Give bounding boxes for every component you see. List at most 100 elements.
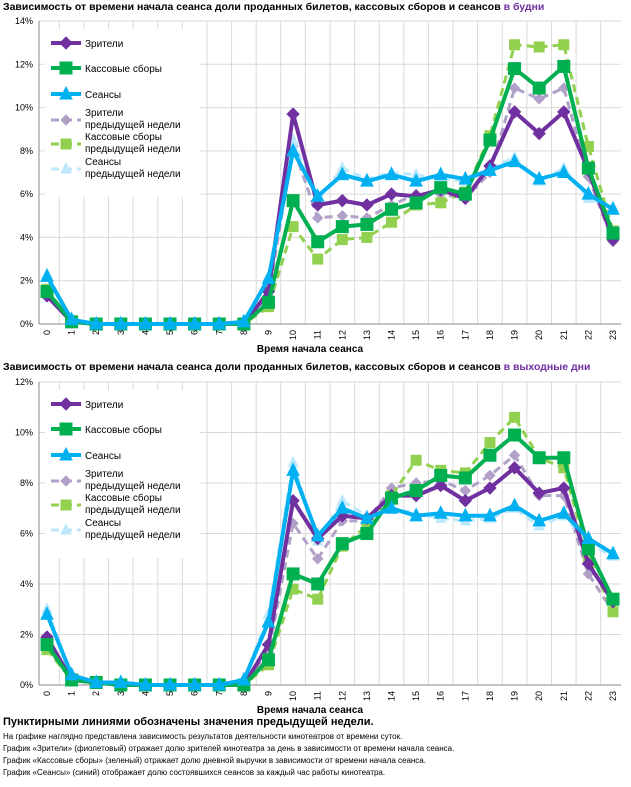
chart0-ytick-label: 0% [20,319,33,329]
chart1-point-sessions [310,527,325,542]
weekday-title-highlight: в будни [503,1,545,13]
chart0-point-revenue [40,285,54,299]
chart0-point-sessions [483,162,497,176]
chart0-point-revenue [557,59,571,73]
chart0-xtick-label: 13 [362,330,372,340]
chart1-point-revenue [360,527,374,540]
chart0-series-sessions [40,142,620,330]
chart0-point-revenue [335,220,349,234]
chart0-xtick-label: 7 [214,330,224,335]
chart1-point-sessions [606,545,620,560]
chart0-xtick-label: 21 [559,330,569,340]
chart1-point-revenue [581,542,595,556]
chart1-xtick-label: 22 [583,691,593,701]
chart0-point-revenue [311,235,325,249]
chart0-point-viewers-prev [508,82,521,94]
chart0-legend-label-viewers: Зрители [85,39,123,50]
chart1-point-revenue [335,537,349,551]
chart1-point-viewers-prev [311,553,324,565]
chart1-point-viewers [458,493,473,508]
chart0-ytick-label: 4% [20,232,33,242]
note-line-3: График «Кассовые сборы» (зеленый) отража… [3,756,426,765]
chart1-point-viewers [483,481,497,495]
chart1-xtick-label: 12 [337,691,347,701]
chart1-point-viewers-prev [484,469,496,482]
chart0-xtick-label: 10 [288,330,298,340]
chart1-point-revenue [532,451,546,465]
chart0-xtick-label: 0 [42,330,52,335]
chart0-point-viewers [507,105,522,119]
chart0-ytick-label: 12% [15,59,33,69]
chart1-point-sessions [237,671,251,686]
chart1-point-revenue [311,577,325,591]
chart1-xtick-label: 1 [67,691,77,696]
chart1-xtick-label: 20 [534,691,544,701]
chart0-legend-marker-revenue-prev [60,138,72,150]
chart0-legend-label-sessions-prev: Сеансы предыдущей недели [85,157,181,180]
chart1-xtick-label: 21 [559,691,569,701]
chart1-point-revenue [458,471,472,485]
chart0-point-revenue-prev [533,41,545,53]
chart1-point-revenue [409,484,423,498]
chart1-point-revenue [508,428,522,442]
chart1-point-revenue [261,653,275,667]
chart1-xtick-label: 9 [263,691,273,696]
weekday-chart-title: Зависимость от времени начала сеанса дол… [3,1,544,13]
chart0-legend-marker-sessions [59,85,73,100]
chart0-point-revenue [581,161,595,175]
chart0-point-sessions [556,164,571,178]
note-line-2: График «Зрители» (фиолетовый) отражает д… [3,744,455,753]
chart1-point-sessions [384,500,399,514]
chart1-point-revenue [40,638,54,652]
chart0-point-sessions [40,268,54,282]
chart1-legend-label-revenue: Кассовые сборы [85,424,162,436]
chart1-ytick-label: 8% [20,478,33,488]
weekday-chart: 0%2%4%6%8%10%12%14%0 1 2 3 4 5 6 7 8 9 10 11 12 13 14 1… [15,16,621,355]
chart0-point-sessions [606,201,620,215]
chart0-point-revenue [532,81,546,95]
chart0-xtick-label: 5 [165,330,175,335]
chart0-x-axis-title: Время начала сеанса [257,344,364,355]
chart1-xtick-label: 2 [91,691,101,696]
chart0-legend-label-revenue: Кассовые сборы [85,63,162,75]
chart1-point-viewers [557,481,571,495]
chart1-legend-label-sessions: Сеансы [85,451,121,462]
weekend-title-main: Зависимость от времени начала сеанса дол… [3,361,501,373]
chart1-point-revenue [557,451,571,465]
chart0-point-viewers [384,187,399,201]
chart1-point-sessions [212,676,227,691]
chart0-point-revenue-prev [386,216,398,228]
chart1-x-axis-title: Время начала сеанса [257,705,364,716]
chart1-point-sessions [64,666,79,681]
chart1-legend-marker-sessions-prev [60,522,72,535]
chart1-xtick-label: 15 [411,691,421,701]
chart1-xtick-label: 18 [485,691,495,701]
chart1-point-sessions [89,674,104,688]
chart0-xtick-label: 2 [91,330,101,335]
chart0-xtick-label: 6 [190,330,200,335]
chart0-point-revenue [360,217,374,231]
chart0-point-revenue-prev [312,253,324,265]
chart0-point-revenue-prev [558,39,570,51]
chart0-legend-marker-sessions-prev [60,161,72,174]
chart0-point-viewers [557,105,571,119]
chart0-point-viewers [335,193,350,208]
chart1-point-sessions [261,613,276,628]
chart0-xtick-label: 23 [608,330,618,340]
chart0-legend-marker-viewers-prev [60,114,72,126]
chart1-xtick-label: 8 [239,691,249,696]
chart0-ytick-label: 14% [15,16,33,26]
chart0-point-sessions [581,186,596,200]
chart1-xtick-label: 19 [510,691,520,701]
notes: Пунктирными линиями обозначены значения … [3,716,628,779]
chart1-ytick-label: 10% [15,428,33,438]
chart0-point-viewers-prev [311,212,324,224]
chart1-legend-marker-viewers-prev [60,475,72,487]
chart0-point-revenue [286,194,300,208]
chart0-point-revenue-prev [435,197,447,209]
chart1-xtick-label: 7 [214,691,224,696]
chart0-point-sessions [64,311,79,326]
chart0-point-sessions [507,153,522,168]
chart1-point-sessions [40,606,54,620]
chart1-xtick-label: 4 [140,691,150,696]
